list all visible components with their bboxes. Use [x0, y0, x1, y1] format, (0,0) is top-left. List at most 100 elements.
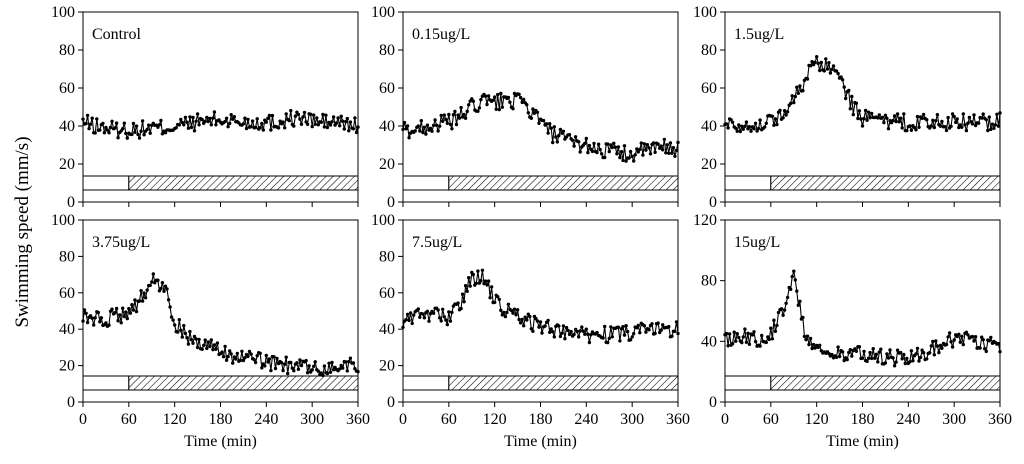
- data-point: [425, 123, 430, 127]
- data-point: [815, 55, 819, 59]
- data-point: [518, 321, 523, 325]
- data-point: [267, 357, 272, 361]
- data-point: [900, 357, 904, 361]
- data-point: [255, 117, 259, 121]
- y-tick-label: 0: [709, 394, 717, 411]
- data-point: [253, 125, 258, 130]
- series-line: [402, 270, 679, 344]
- data-point: [811, 342, 816, 347]
- exposure-bar-open: [82, 175, 130, 191]
- data-point: [737, 123, 741, 127]
- data-point: [249, 352, 253, 356]
- data-point: [776, 310, 781, 315]
- data-point: [779, 307, 784, 311]
- data-point: [610, 145, 614, 150]
- data-point: [228, 349, 232, 353]
- data-point: [200, 117, 204, 122]
- data-point: [412, 313, 416, 317]
- data-point: [441, 119, 445, 124]
- data-point: [837, 354, 842, 359]
- data-point: [628, 149, 633, 154]
- data-point: [899, 116, 903, 120]
- data-point: [269, 128, 273, 132]
- data-point: [276, 126, 281, 130]
- data-point: [836, 345, 840, 349]
- data-point: [537, 325, 541, 329]
- data-point: [402, 120, 407, 125]
- data-point: [92, 323, 96, 327]
- data-point: [90, 316, 94, 320]
- x-tick-label: 0: [721, 411, 729, 428]
- y-tick-label: 40: [701, 333, 717, 350]
- data-point: [515, 308, 520, 312]
- data-point: [330, 120, 334, 124]
- data-point: [763, 125, 767, 129]
- data-point: [457, 116, 462, 120]
- data-point: [321, 112, 325, 117]
- x-axis-label: Time (min): [504, 433, 577, 450]
- data-point: [197, 337, 201, 342]
- data-point: [603, 324, 607, 329]
- data-point: [287, 118, 291, 123]
- x-axis-label: Time (min): [184, 433, 257, 450]
- data-point: [191, 341, 195, 345]
- data-point: [882, 120, 886, 125]
- data-point: [567, 133, 572, 137]
- y-tick-label: 120: [693, 212, 717, 229]
- data-point: [483, 94, 488, 98]
- panel-title: 1.5ug/L: [734, 26, 784, 43]
- data-point: [267, 113, 272, 118]
- data-point: [866, 356, 871, 360]
- data-point: [538, 320, 543, 324]
- data-point: [121, 306, 125, 310]
- data-point: [583, 332, 587, 336]
- data-point: [525, 318, 529, 322]
- data-point: [503, 314, 508, 319]
- data-point: [661, 148, 665, 152]
- data-point: [347, 129, 351, 133]
- data-point: [177, 123, 181, 127]
- data-point: [140, 119, 145, 123]
- data-point: [891, 356, 895, 360]
- data-point: [743, 124, 747, 128]
- data-point: [483, 279, 488, 283]
- data-point: [476, 269, 480, 273]
- data-point: [766, 335, 770, 339]
- data-point: [773, 117, 778, 121]
- data-point: [246, 117, 250, 122]
- data-point: [612, 141, 616, 145]
- data-point: [341, 366, 345, 370]
- data-point: [622, 333, 627, 337]
- data-point: [744, 340, 749, 344]
- data-point: [966, 121, 970, 125]
- data-point: [670, 151, 674, 155]
- data-point: [943, 125, 947, 129]
- data-point: [938, 343, 943, 348]
- data-point: [450, 127, 454, 131]
- data-point: [729, 118, 733, 122]
- data-point: [558, 127, 563, 132]
- data-point: [972, 339, 976, 343]
- data-point: [124, 310, 128, 314]
- data-point: [143, 296, 148, 300]
- data-point: [410, 321, 414, 326]
- data-point: [509, 308, 514, 313]
- data-point: [641, 153, 645, 157]
- data-point: [931, 118, 935, 123]
- x-tick-label: 180: [209, 411, 233, 428]
- data-point: [952, 338, 956, 342]
- exposure-bar-open: [724, 175, 772, 191]
- data-point: [302, 110, 307, 115]
- data-point: [581, 329, 585, 333]
- data-point: [224, 358, 229, 362]
- data-point: [668, 141, 673, 145]
- data-point: [84, 311, 88, 315]
- data-point: [485, 102, 489, 107]
- data-point: [738, 129, 742, 134]
- data-point: [905, 128, 909, 133]
- data-point: [625, 329, 630, 334]
- data-point: [886, 356, 891, 360]
- data-point: [938, 124, 943, 128]
- data-point: [955, 117, 959, 121]
